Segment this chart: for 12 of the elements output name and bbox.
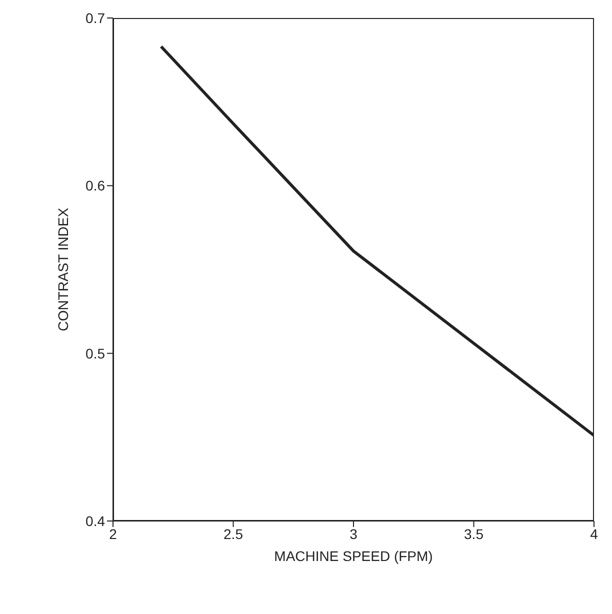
x-tick-label: 3 [350,526,358,542]
y-tick-label: 0.4 [86,512,106,529]
line-series [160,45,594,437]
x-tick-label: 2.5 [224,526,244,542]
y-tick-label: 0.5 [86,345,106,362]
y-tick-label: 0.7 [86,10,106,26]
y-tick-label: 0.6 [86,178,106,194]
x-tick-label: 3.5 [464,526,484,542]
x-tick-label: 4 [590,526,598,542]
y-axis-title: CONTRAST INDEX [54,207,71,332]
x-tick-label: 2 [109,526,118,542]
x-axis-title: MACHINE SPEED (FPM) [274,548,433,564]
